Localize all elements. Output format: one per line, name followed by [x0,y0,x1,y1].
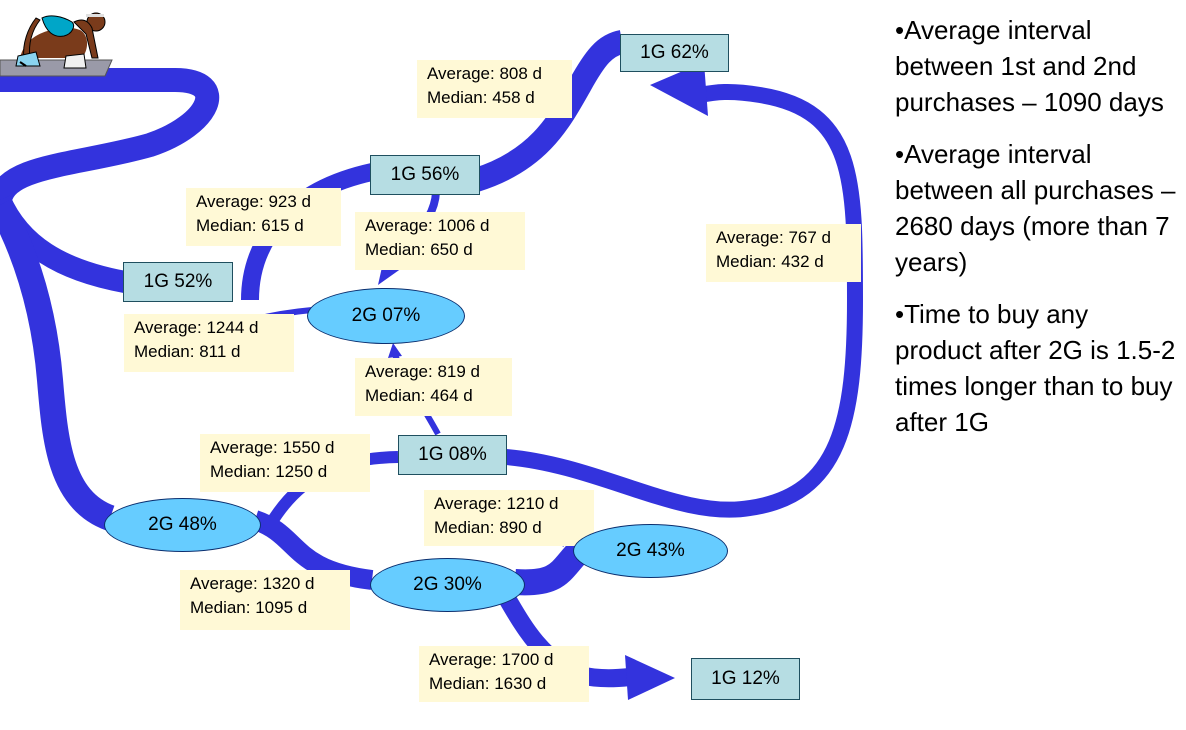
summary-bullets: •Average interval between 1st and 2nd pu… [895,12,1180,456]
median-label: Median: 615 d [196,216,304,235]
arrowhead-2g07-up [388,343,402,358]
median-label: Median: 1250 d [210,462,328,481]
median-label: Median: 890 d [434,518,542,537]
median-label: Median: 1095 d [190,598,308,617]
bullet-text: •Time to buy any product after 2G is 1.5… [895,299,1176,437]
median-label: Median: 458 d [427,88,535,107]
average-label: Average: 808 d [427,64,542,83]
flow-path-2g30-2g43 [514,540,590,596]
average-label: Average: 1210 d [434,494,559,513]
median-label: Median: 650 d [365,240,473,259]
node-1g: 1G 12% [691,658,800,700]
arrowhead-1g62 [650,62,708,116]
interval-note: Average: 1210 d Median: 890 d [424,490,594,546]
node-2g: 2G 07% [307,288,465,344]
flow-path-left-down [0,198,116,531]
flow-path-1g56-1g62 [472,30,625,192]
bullet-text: •Average interval between all purchases … [895,139,1176,277]
average-label: Average: 1700 d [429,650,554,669]
interval-note: Average: 767 d Median: 432 d [706,224,861,282]
interval-note: Average: 1006 d Median: 650 d [355,212,525,270]
median-label: Median: 464 d [365,386,473,405]
node-2g: 2G 43% [573,524,728,578]
interval-note: Average: 1700 d Median: 1630 d [419,646,589,702]
interval-note: Average: 808 d Median: 458 d [417,60,572,118]
interval-note: Average: 1550 d Median: 1250 d [200,434,370,492]
median-label: Median: 432 d [716,252,824,271]
node-1g: 1G 56% [370,155,480,195]
interval-note: Average: 1320 d Median: 1095 d [180,570,350,630]
average-label: Average: 1550 d [210,438,335,457]
node-1g: 1G 52% [123,262,233,302]
interval-note: Average: 1244 d Median: 811 d [124,314,294,372]
sprinter-icon [0,12,113,77]
bullet-text: •Average interval between 1st and 2nd pu… [895,15,1164,117]
median-label: Median: 811 d [134,342,241,361]
interval-note: Average: 923 d Median: 615 d [186,188,341,246]
flow-path-start [0,68,220,204]
average-label: Average: 1006 d [365,216,490,235]
node-2g: 2G 30% [370,558,525,612]
node-1g: 1G 62% [620,34,729,72]
interval-note: Average: 819 d Median: 464 d [355,358,512,416]
median-label: Median: 1630 d [429,674,547,693]
average-label: Average: 767 d [716,228,831,247]
average-label: Average: 1320 d [190,574,315,593]
average-label: Average: 819 d [365,362,480,381]
average-label: Average: 923 d [196,192,311,211]
flow-path-loop [505,84,863,518]
arrowhead-1g12 [625,655,675,700]
node-2g: 2G 48% [104,498,261,552]
node-1g: 1G 08% [398,435,507,475]
average-label: Average: 1244 d [134,318,259,337]
